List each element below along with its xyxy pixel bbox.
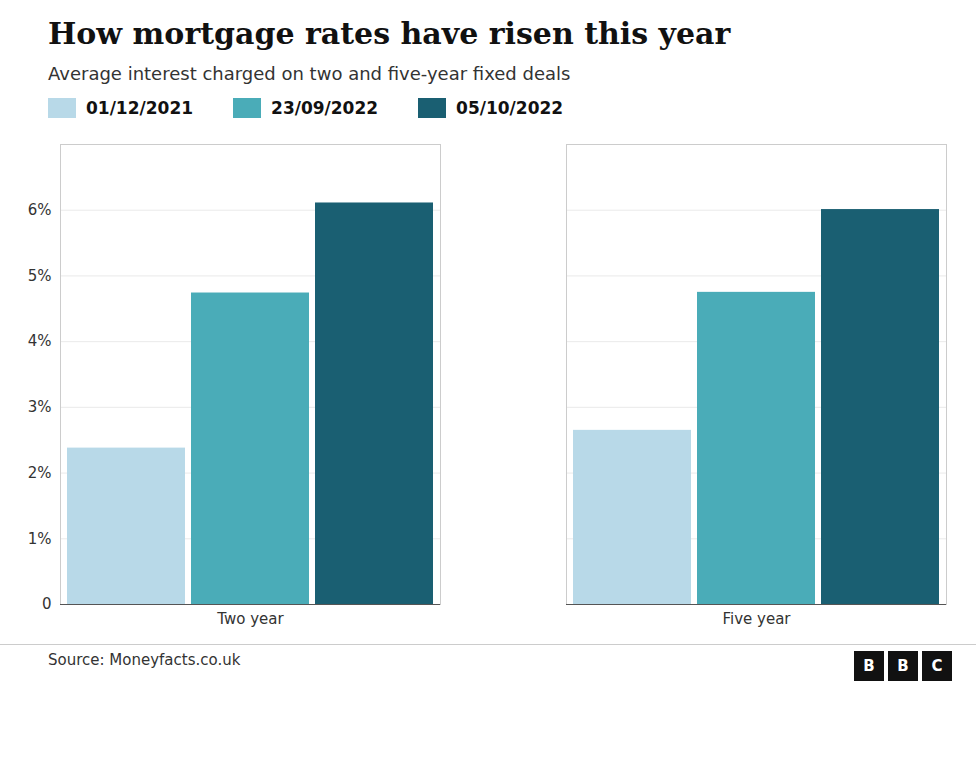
html-text:Source: Moneyfacts.co.uk: Source: Moneyfacts.co.uk <box>48 651 241 669</box>
svg-text:6%: 6% <box>28 201 52 219</box>
svg-text:Five year: Five year <box>722 610 791 628</box>
svg-text:4%: 4% <box>28 332 52 350</box>
html-text:B: B <box>863 657 875 675</box>
html-text:23/09/2022: 23/09/2022 <box>271 98 379 118</box>
svg-text:2%: 2% <box>28 464 52 482</box>
svg-text:Two year: Two year <box>216 610 284 628</box>
html-text:01/12/2021: 01/12/2021 <box>86 98 193 118</box>
svg-text:5%: 5% <box>28 267 52 285</box>
html-text:05/10/2022: 05/10/2022 <box>456 98 564 118</box>
svg-text:1%: 1% <box>28 530 52 548</box>
html-text:B: B <box>897 657 909 675</box>
svg-text:3%: 3% <box>28 398 52 416</box>
html-text:Average interest charged on tw: Average interest charged on two and five… <box>48 63 571 84</box>
svg-text:0: 0 <box>42 595 52 613</box>
html-text:C: C <box>931 657 943 675</box>
html-text:How mortgage rates have risen: How mortgage rates have risen this year <box>48 16 731 51</box>
